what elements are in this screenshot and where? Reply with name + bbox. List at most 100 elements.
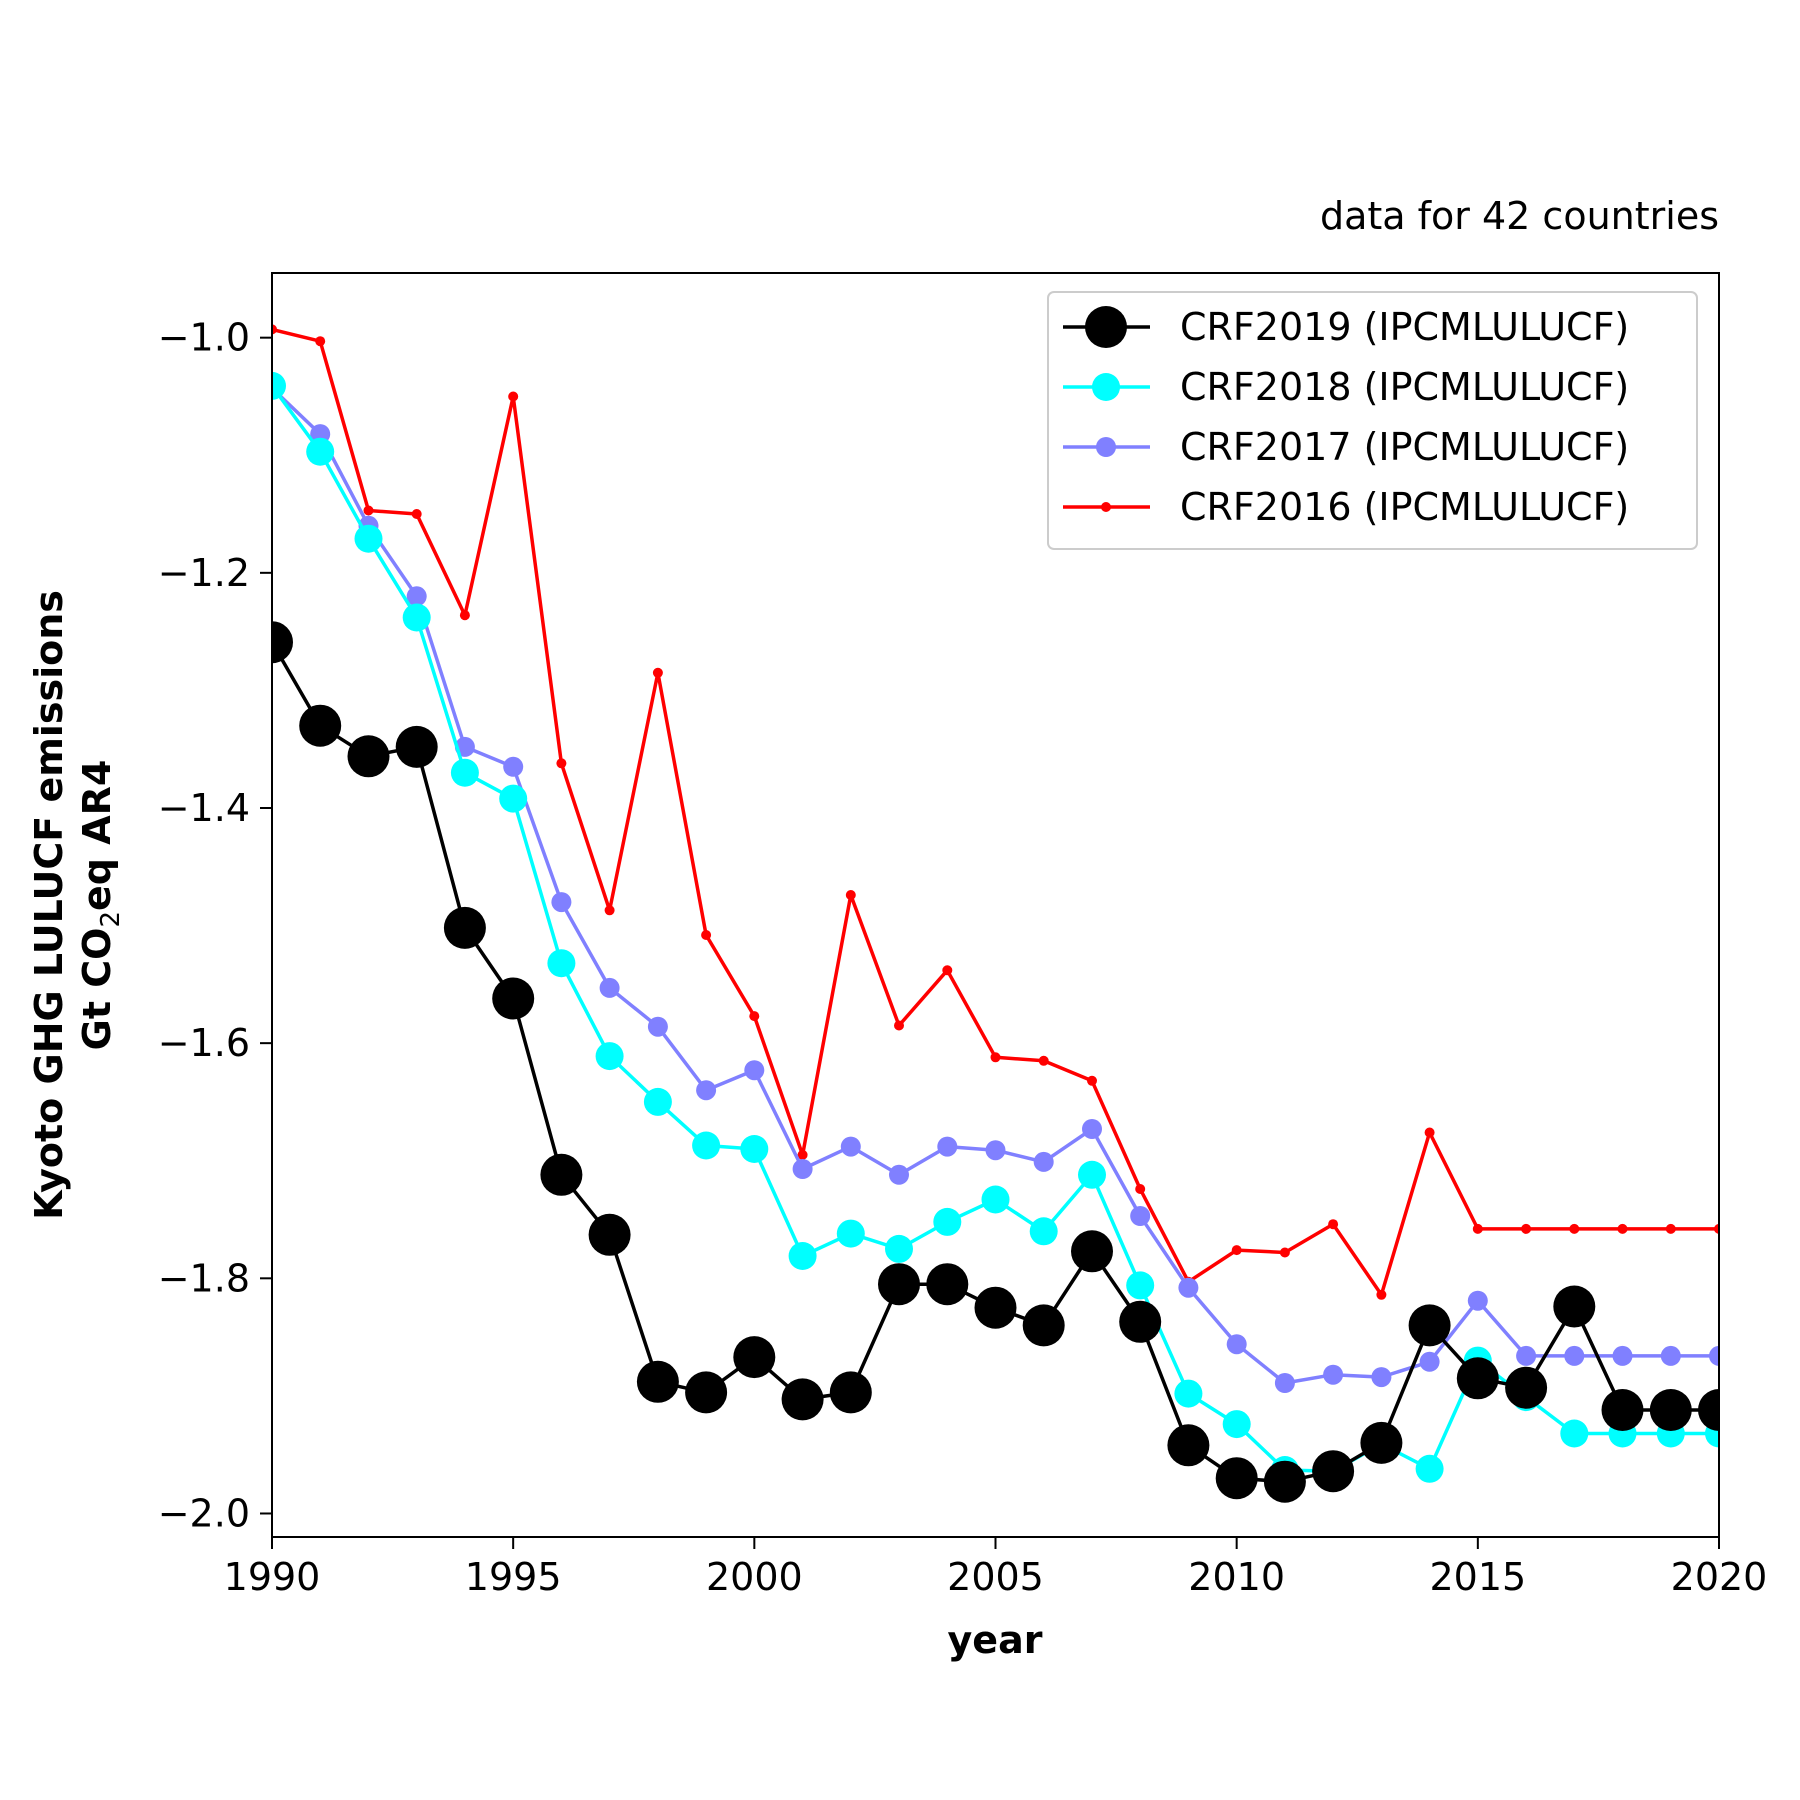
data-point	[942, 965, 953, 976]
y-tick-label: −1.8	[158, 1256, 250, 1300]
y-axis-label-line1: Kyoto GHG LULUCF emissions	[27, 590, 71, 1220]
data-point	[1263, 1460, 1306, 1503]
data-point	[1419, 1351, 1440, 1372]
data-point	[797, 1149, 808, 1160]
data-point	[781, 1378, 824, 1421]
y-tick-label: −1.6	[158, 1021, 250, 1065]
data-point	[1553, 1285, 1596, 1328]
legend-entries: CRF2019 (IPCMLULUCF) CRF2018 (IPCMLULUCF)…	[1063, 305, 1629, 529]
data-point	[1226, 1334, 1247, 1355]
data-point	[701, 930, 712, 940]
data-point	[1408, 1304, 1451, 1347]
data-point	[1038, 1055, 1049, 1066]
data-point	[272, 621, 293, 664]
x-tick-label: 2020	[1671, 1555, 1768, 1599]
data-point	[889, 1164, 909, 1185]
data-point	[744, 1060, 765, 1081]
data-point	[1279, 1247, 1290, 1258]
data-point	[937, 1136, 958, 1157]
data-point	[1560, 1419, 1589, 1448]
series-layer	[272, 324, 1719, 1503]
data-point	[551, 892, 572, 913]
x-tick-label: 2010	[1188, 1555, 1285, 1599]
data-point	[985, 1140, 1006, 1161]
data-point	[652, 667, 663, 678]
data-point	[402, 603, 431, 632]
data-point	[981, 1185, 1010, 1214]
data-point	[894, 1020, 904, 1031]
data-point	[643, 1087, 672, 1116]
data-point	[1516, 1345, 1537, 1366]
data-point	[1215, 1457, 1258, 1500]
y-axis-label-suffix: eq AR4	[75, 760, 119, 911]
series-1	[272, 378, 1719, 1393]
legend-box	[1047, 291, 1698, 550]
legend-label: CRF2016 (IPCMLULUCF)	[1180, 485, 1629, 529]
data-point	[933, 1207, 962, 1236]
data-point	[740, 1135, 769, 1163]
data-point	[588, 1213, 631, 1256]
data-point	[1456, 1357, 1499, 1400]
y-axis-label-subscript: 2	[96, 911, 126, 928]
data-point	[1178, 1277, 1199, 1298]
legend-label: CRF2018 (IPCMLULUCF)	[1180, 365, 1629, 409]
data-point	[1312, 1450, 1355, 1493]
data-point	[840, 1136, 861, 1157]
data-point	[299, 704, 342, 747]
data-point	[306, 437, 335, 466]
legend-entry: CRF2018 (IPCMLULUCF)	[1063, 365, 1629, 409]
data-point	[1328, 1219, 1339, 1230]
x-tick-label: 2000	[706, 1555, 803, 1599]
data-point	[1231, 1245, 1242, 1256]
data-point	[272, 371, 286, 400]
data-point	[354, 524, 383, 553]
data-point	[696, 1080, 717, 1101]
legend-swatch-marker	[1101, 502, 1111, 512]
y-tick-label: −1.0	[158, 316, 250, 360]
data-point	[829, 1371, 872, 1414]
data-point	[1126, 1271, 1155, 1300]
data-point	[1222, 1410, 1251, 1439]
series-0	[272, 324, 1719, 1300]
legend: CRF2019 (IPCMLULUCF) CRF2018 (IPCMLULUCF)…	[1047, 291, 1698, 550]
data-point	[1323, 1364, 1344, 1385]
data-point	[1078, 1160, 1106, 1189]
legend-label: CRF2019 (IPCMLULUCF)	[1180, 305, 1629, 349]
data-point	[647, 1016, 668, 1037]
data-point	[363, 505, 374, 516]
data-point	[1698, 1389, 1719, 1431]
data-point	[492, 977, 535, 1020]
data-point	[878, 1263, 920, 1306]
data-point	[788, 1242, 817, 1270]
data-point	[459, 610, 470, 621]
data-point	[1174, 1379, 1203, 1408]
data-point	[406, 586, 427, 607]
data-point	[926, 1263, 969, 1306]
data-point	[1505, 1366, 1548, 1409]
data-point	[556, 758, 567, 769]
data-point	[845, 890, 856, 900]
y-axis-label-line2: Gt CO2eq AR4	[75, 760, 126, 1051]
data-point	[974, 1286, 1017, 1329]
data-point	[443, 906, 486, 949]
data-point	[1714, 1223, 1719, 1234]
data-point	[1612, 1345, 1633, 1366]
data-point	[395, 725, 438, 768]
data-point	[1130, 1206, 1151, 1226]
data-point	[1376, 1289, 1387, 1300]
y-axis-label-prefix: Gt CO	[75, 928, 119, 1051]
y-axis-label: Kyoto GHG LULUCF emissions Gt CO2eq AR4	[27, 590, 126, 1220]
data-point	[1467, 1290, 1488, 1311]
data-point	[411, 509, 422, 519]
legend-swatch-marker	[1092, 373, 1120, 401]
y-tick-label: −2.0	[158, 1491, 250, 1535]
data-point	[1119, 1300, 1162, 1343]
data-point	[792, 1159, 813, 1179]
x-tick-label: 2005	[947, 1555, 1044, 1599]
legend-swatch-marker	[1096, 437, 1116, 457]
legend-swatch-marker	[1085, 306, 1127, 348]
data-point	[1709, 1345, 1719, 1366]
data-point	[1521, 1223, 1532, 1234]
data-point	[499, 784, 528, 813]
